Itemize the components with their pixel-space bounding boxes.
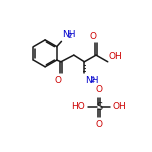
Text: O: O <box>55 76 62 85</box>
Text: OH: OH <box>112 102 126 111</box>
Text: 2: 2 <box>90 77 95 83</box>
Text: OH: OH <box>108 52 122 61</box>
Text: NH: NH <box>85 76 98 85</box>
Text: S: S <box>96 102 102 112</box>
Text: HO: HO <box>71 102 85 111</box>
Text: O: O <box>95 85 102 94</box>
Text: O: O <box>90 32 97 41</box>
Text: 2: 2 <box>67 33 72 40</box>
Text: O: O <box>95 120 102 129</box>
Text: NH: NH <box>62 30 76 39</box>
